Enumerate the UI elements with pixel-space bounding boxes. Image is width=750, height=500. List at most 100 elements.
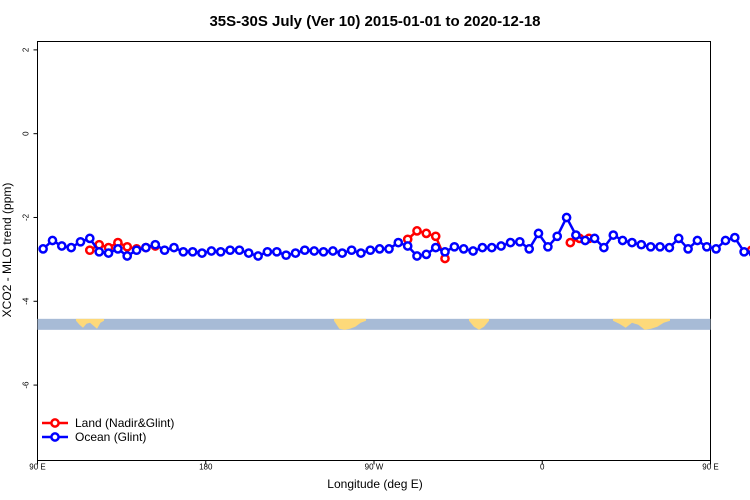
ocean-point: [66, 242, 77, 253]
ocean-point: [627, 237, 637, 248]
ocean-point: [103, 248, 114, 258]
ocean-point: [589, 233, 600, 244]
land-patch: [469, 318, 489, 330]
ocean-point: [664, 242, 675, 253]
series-ocean: [38, 212, 750, 261]
land-patch: [76, 318, 104, 329]
series-layer: [38, 212, 750, 264]
ocean-line: [42, 214, 750, 258]
ocean-point: [113, 244, 123, 254]
ocean-point: [739, 246, 749, 257]
ocean-point: [412, 251, 422, 261]
ocean-point: [234, 245, 245, 256]
land-point: [412, 226, 422, 236]
land-point: [84, 245, 95, 256]
ocean-point: [159, 245, 170, 256]
ocean-point: [720, 235, 731, 246]
x-tick-label: 90 W: [365, 463, 384, 472]
y-tick-label: -6: [22, 381, 31, 389]
ocean-point: [356, 248, 366, 258]
ocean-point: [533, 228, 544, 239]
ocean-point: [337, 248, 348, 258]
ocean-band: [37, 318, 711, 330]
ocean-point: [486, 242, 497, 253]
ocean-point: [608, 230, 619, 240]
ocean-point: [243, 248, 254, 258]
y-axis-label: XCO2 - MLO trend (ppm): [0, 183, 14, 318]
ocean-point: [75, 236, 86, 247]
ocean-point: [253, 251, 263, 261]
ocean-point: [580, 235, 591, 246]
ocean-point: [197, 248, 207, 258]
ocean-point: [655, 241, 665, 252]
ocean-point: [505, 237, 516, 248]
ocean-point: [673, 233, 684, 244]
ocean-point: [47, 235, 58, 246]
ocean-point: [271, 246, 282, 257]
ocean-point: [458, 244, 469, 254]
land-point: [565, 237, 576, 248]
ocean-point: [150, 239, 161, 250]
ocean-point: [692, 235, 703, 246]
ocean-point: [281, 250, 291, 261]
x-tick-label: 0: [540, 463, 545, 472]
ocean-point: [178, 246, 189, 257]
legend-ocean-label: Ocean (Glint): [75, 430, 146, 444]
ocean-point: [552, 231, 563, 242]
land-point: [430, 231, 441, 242]
land-point: [421, 228, 432, 239]
ocean-point: [524, 244, 535, 254]
ocean-point: [56, 241, 67, 251]
ocean-point: [225, 245, 235, 256]
ocean-point: [421, 249, 432, 260]
ocean-point: [290, 248, 301, 258]
land-point: [122, 241, 133, 252]
ocean-point: [617, 235, 628, 246]
ocean-point: [645, 241, 656, 252]
ocean-point: [440, 246, 450, 257]
ocean-point: [309, 246, 320, 256]
ocean-point: [449, 241, 460, 252]
ocean-point: [599, 242, 609, 253]
ocean-point: [384, 244, 394, 254]
land-patch: [613, 318, 670, 330]
ocean-point: [393, 237, 404, 248]
legend-ocean-marker: [50, 432, 60, 442]
ocean-point: [141, 242, 151, 253]
ocean-point: [374, 244, 385, 254]
ocean-point: [402, 241, 413, 251]
x-axis-label: Longitude (deg E): [327, 477, 422, 491]
x-axis: 90 E 180 90 W 0 90 E: [29, 460, 719, 472]
x-tick-label: 90 E: [702, 463, 718, 472]
x-tick-label: 180: [199, 463, 213, 472]
ocean-point: [683, 244, 693, 254]
chart-legend: Land (Nadir&Glint)Ocean (Glint): [42, 416, 174, 444]
ocean-point: [328, 246, 338, 256]
ocean-point: [318, 246, 329, 257]
ocean-point: [262, 246, 273, 257]
ocean-point: [571, 230, 581, 240]
ocean-point: [701, 241, 712, 252]
ocean-point: [468, 246, 478, 256]
ocean-point: [729, 232, 740, 243]
y-tick-label: -4: [22, 297, 31, 305]
ocean-point: [169, 242, 179, 253]
chart-title: 35S-30S July (Ver 10) 2015-01-01 to 2020…: [209, 13, 540, 30]
ocean-point: [636, 239, 647, 250]
ocean-point: [543, 241, 553, 252]
ocean-point: [206, 246, 217, 256]
land-ocean-band: [37, 318, 711, 330]
land-patch: [334, 318, 366, 330]
ocean-point: [477, 242, 488, 253]
y-tick-label: 2: [22, 47, 31, 52]
ocean-point: [215, 246, 226, 257]
ocean-point: [496, 241, 506, 251]
legend-land-label: Land (Nadir&Glint): [75, 416, 174, 430]
ocean-point: [84, 233, 95, 244]
ocean-point: [711, 244, 721, 254]
ocean-point: [561, 212, 572, 223]
ocean-point: [122, 251, 133, 261]
ocean-point: [38, 244, 48, 254]
ocean-point: [365, 245, 376, 256]
